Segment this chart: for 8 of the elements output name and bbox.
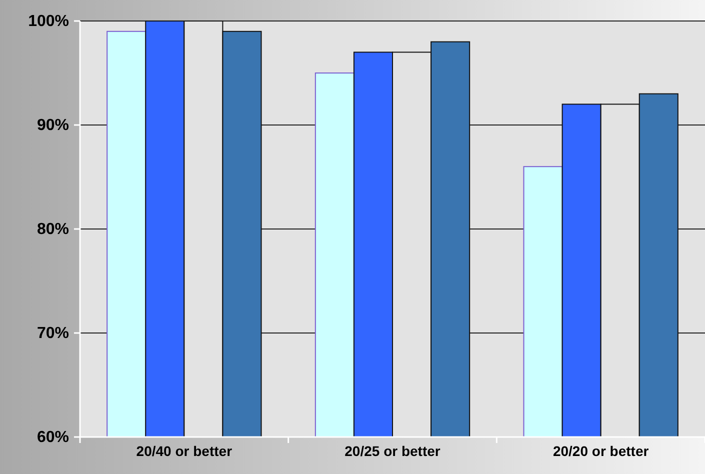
x-tick-label: 20/20 or better [552,443,650,459]
x-tick-label: 20/25 or better [344,443,441,459]
y-tick-label: 70% [36,325,69,342]
x-tick-label: 20/40 or better [136,443,233,459]
y-tick-label: 90% [36,117,69,134]
y-tick-label: 60% [36,429,69,446]
y-tick-label: 80% [36,221,69,238]
y-tick-label: 100% [28,13,69,30]
